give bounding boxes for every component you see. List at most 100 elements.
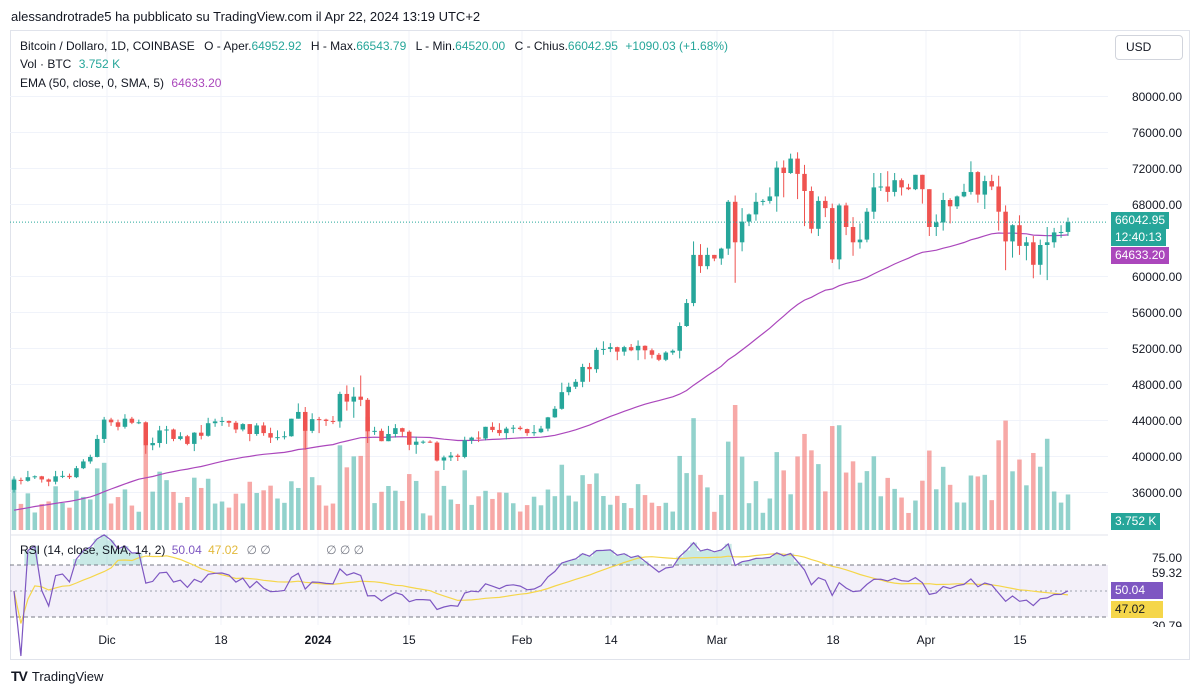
candle bbox=[545, 417, 551, 429]
chart-frame bbox=[10, 30, 1190, 660]
candle bbox=[968, 172, 974, 192]
candle bbox=[226, 420, 232, 423]
legend-symbol-row: Bitcoin / Dollaro, 1D, COINBASE O - Aper… bbox=[20, 39, 728, 53]
volume-bar bbox=[462, 470, 467, 530]
candle bbox=[719, 248, 724, 259]
candle bbox=[1058, 231, 1064, 233]
candle bbox=[379, 430, 384, 442]
candle bbox=[198, 432, 204, 436]
x-axis-label: 18 bbox=[214, 633, 228, 647]
volume-bar bbox=[635, 484, 641, 530]
candle bbox=[185, 436, 190, 444]
change-value: +1090.03 (+1.68%) bbox=[625, 39, 729, 53]
candle bbox=[88, 456, 93, 462]
volume-bar bbox=[309, 477, 315, 530]
candle bbox=[739, 221, 745, 243]
candle bbox=[975, 172, 981, 195]
candle bbox=[205, 423, 211, 436]
volume-bar bbox=[670, 511, 676, 530]
volume-bar bbox=[157, 471, 162, 530]
candle bbox=[642, 345, 648, 351]
volume-bar bbox=[129, 505, 135, 530]
candle bbox=[982, 181, 988, 195]
volume-bar bbox=[982, 474, 988, 530]
volume-bar bbox=[1065, 494, 1071, 530]
volume-bar bbox=[504, 492, 509, 530]
x-axis-label: Feb bbox=[511, 633, 533, 647]
candle bbox=[122, 418, 128, 427]
volume-bar bbox=[552, 496, 558, 530]
candle bbox=[746, 214, 752, 222]
volume-bar bbox=[11, 478, 17, 530]
candle bbox=[289, 418, 294, 437]
volume-bar bbox=[795, 456, 800, 530]
candle bbox=[954, 196, 960, 207]
volume-bar bbox=[67, 507, 72, 530]
volume-value: 3.752 K bbox=[78, 57, 121, 71]
candle bbox=[11, 479, 17, 490]
volume-bar bbox=[289, 481, 294, 530]
volume-bar bbox=[1038, 466, 1043, 530]
candle bbox=[469, 437, 474, 441]
legend-ema-row: EMA (50, close, 0, SMA, 5) 64633.20 bbox=[20, 76, 221, 90]
rsi-sma-value: 47.02 bbox=[208, 543, 239, 557]
volume-bar bbox=[192, 477, 197, 530]
candle bbox=[920, 174, 925, 190]
candle bbox=[94, 438, 100, 457]
ema-label[interactable]: EMA (50, close, 0, SMA, 5) bbox=[20, 76, 165, 90]
candle bbox=[178, 436, 183, 439]
candle bbox=[517, 427, 523, 430]
volume-bar bbox=[261, 490, 266, 530]
x-axis-label: Dic bbox=[98, 633, 116, 647]
volume-bar bbox=[74, 490, 79, 530]
candle bbox=[906, 187, 911, 190]
volume-bar bbox=[816, 464, 821, 530]
volume-bar bbox=[608, 504, 613, 530]
candle bbox=[1065, 222, 1071, 232]
candle bbox=[150, 443, 155, 446]
volume-bar bbox=[400, 500, 405, 530]
volume-bar bbox=[594, 473, 599, 530]
volume-bar bbox=[393, 490, 398, 530]
footer-brand[interactable]: TV TradingView bbox=[11, 668, 103, 684]
candle bbox=[878, 186, 884, 188]
volume-label[interactable]: Vol · BTC bbox=[20, 57, 72, 71]
volume-bar bbox=[580, 475, 585, 530]
price-axis-label: 52000.00 bbox=[1131, 341, 1182, 356]
candle bbox=[809, 191, 814, 229]
volume-bar bbox=[975, 476, 981, 530]
rsi-band bbox=[10, 565, 1108, 617]
volume-bar bbox=[122, 489, 128, 530]
volume-bar bbox=[330, 503, 336, 530]
candle bbox=[60, 475, 65, 477]
volume-bar bbox=[788, 494, 793, 530]
volume-bar bbox=[656, 506, 662, 530]
volume-bar bbox=[413, 480, 419, 530]
volume-bar bbox=[725, 441, 731, 530]
volume-bar bbox=[1058, 502, 1064, 530]
volume-bar bbox=[753, 481, 759, 530]
volume-bar bbox=[296, 487, 301, 530]
candle bbox=[933, 222, 939, 227]
candle bbox=[996, 186, 1001, 212]
volume-bar bbox=[171, 491, 176, 530]
rsi-label[interactable]: RSI (14, close, SMA, 14, 2) bbox=[20, 543, 166, 557]
volume-bar bbox=[677, 455, 682, 530]
symbol-name[interactable]: Bitcoin / Dollaro, 1D, COINBASE bbox=[20, 39, 195, 53]
candle bbox=[601, 348, 606, 350]
x-axis-label: Mar bbox=[706, 633, 728, 647]
currency-button[interactable]: USD bbox=[1115, 35, 1183, 60]
volume-bar bbox=[511, 503, 516, 530]
volume-bar bbox=[476, 496, 481, 530]
volume-bar bbox=[871, 456, 877, 530]
candle bbox=[441, 457, 447, 461]
volume-bar bbox=[663, 502, 669, 530]
candle bbox=[476, 437, 481, 439]
price-axis-label: 36000.00 bbox=[1131, 485, 1182, 500]
volume-bar bbox=[337, 445, 343, 530]
candle bbox=[871, 187, 877, 212]
x-axis-label: 2024 bbox=[304, 633, 332, 647]
candle bbox=[74, 468, 79, 478]
volume-bar bbox=[864, 471, 870, 530]
